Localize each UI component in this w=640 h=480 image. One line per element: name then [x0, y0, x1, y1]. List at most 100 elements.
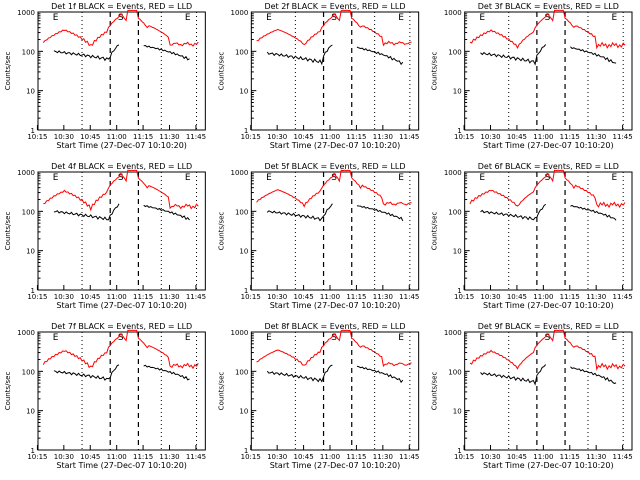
series-line-events	[480, 203, 617, 221]
x-tick-label: 11:30	[586, 133, 606, 141]
marker-label-E: E	[398, 13, 404, 23]
x-tick-label: 10:30	[480, 453, 500, 461]
y-tick-label: 1	[457, 287, 461, 295]
plot-frame	[464, 331, 633, 451]
marker-label-E: E	[185, 333, 191, 343]
series-line-events	[266, 44, 404, 66]
x-tick-label: 10:15	[27, 133, 47, 141]
x-tick-label: 11:15	[346, 133, 366, 141]
x-axis-label: Start Time (27-Dec-07 10:10:20)	[56, 461, 187, 470]
plot-frame	[250, 171, 420, 291]
series-line-lld	[256, 9, 412, 47]
plot-frame	[37, 11, 206, 131]
marker-label-E: E	[53, 173, 59, 183]
y-tick-label: 1000	[231, 9, 249, 17]
x-tick-label: 11:00	[107, 453, 127, 461]
panel-title: Det 7f BLACK = Events, RED = LLD	[51, 322, 192, 331]
plot-frame	[464, 171, 633, 291]
y-tick-label: 1	[31, 447, 35, 455]
x-axis-label: Start Time (27-Dec-07 10:10:20)	[56, 301, 187, 310]
panel-title: Det 8f BLACK = Events, RED = LLD	[264, 322, 405, 331]
x-tick-label: 10:45	[80, 293, 100, 301]
panel-3: Det 3f BLACK = Events, RED = LLD Start Ti…	[431, 2, 633, 150]
x-tick-label: 10:45	[507, 133, 527, 141]
panel-1: Det 1f BLACK = Events, RED = LLD Start Ti…	[4, 2, 206, 150]
series-line-events	[53, 364, 190, 381]
x-tick-label: 11:15	[560, 453, 580, 461]
x-tick-label: 10:15	[454, 133, 474, 141]
y-tick-label: 10	[453, 248, 462, 256]
y-axis-label: Counts/sec	[217, 52, 225, 91]
y-tick-label: 1	[457, 447, 461, 455]
series-line-lld	[43, 169, 199, 212]
series-line-lld	[42, 329, 199, 370]
marker-label-E: E	[185, 173, 191, 183]
y-tick-label: 1	[244, 447, 248, 455]
x-tick-label: 10:15	[241, 293, 261, 301]
panel-title: Det 2f BLACK = Events, RED = LLD	[264, 2, 405, 11]
marker-label-E: E	[398, 173, 404, 183]
x-tick-label: 10:45	[293, 453, 313, 461]
y-tick-label: 10	[26, 88, 35, 96]
y-axis-label: Counts/sec	[431, 212, 439, 251]
marker-label-E: E	[266, 173, 272, 183]
x-axis-label: Start Time (27-Dec-07 10:10:20)	[270, 301, 401, 310]
marker-label-E: E	[398, 333, 404, 343]
y-tick-label: 1	[31, 127, 35, 135]
marker-label-E: E	[612, 333, 618, 343]
marker-label-E: E	[479, 13, 485, 23]
marker-label-E: E	[612, 173, 618, 183]
panel-7: Det 7f BLACK = Events, RED = LLD Start Ti…	[4, 322, 206, 470]
y-axis-label: Counts/sec	[4, 372, 12, 411]
x-tick-label: 11:00	[533, 133, 553, 141]
y-tick-label: 100	[22, 368, 35, 376]
series-line-events	[53, 203, 190, 221]
x-tick-label: 11:30	[373, 293, 393, 301]
x-tick-label: 11:00	[320, 293, 340, 301]
y-tick-label: 100	[22, 208, 35, 216]
y-tick-label: 1000	[17, 329, 35, 337]
y-tick-label: 1	[244, 127, 248, 135]
series-line-lld	[469, 329, 626, 371]
y-tick-label: 10	[26, 248, 35, 256]
y-tick-label: 1000	[17, 9, 35, 17]
y-tick-label: 100	[448, 208, 461, 216]
x-tick-label: 11:15	[560, 133, 580, 141]
plot-frame	[250, 11, 420, 131]
y-tick-label: 100	[448, 48, 461, 56]
x-tick-label: 11:15	[346, 453, 366, 461]
y-tick-label: 10	[26, 408, 35, 416]
x-tick-label: 11:45	[399, 133, 419, 141]
x-tick-label: 10:45	[80, 453, 100, 461]
x-tick-label: 11:00	[533, 453, 553, 461]
marker-label-S: S	[331, 173, 337, 183]
x-tick-label: 11:00	[320, 133, 340, 141]
panel-9: Det 9f BLACK = Events, RED = LLD Start Ti…	[431, 322, 633, 470]
x-tick-label: 10:30	[480, 293, 500, 301]
x-axis-label: Start Time (27-Dec-07 10:10:20)	[483, 301, 614, 310]
x-tick-label: 11:45	[186, 133, 206, 141]
x-tick-label: 10:30	[480, 133, 500, 141]
marker-label-E: E	[266, 333, 272, 343]
series-line-events	[480, 364, 617, 386]
y-tick-label: 1000	[231, 169, 249, 177]
x-tick-label: 11:45	[399, 453, 419, 461]
marker-label-S: S	[331, 333, 337, 343]
x-axis-label: Start Time (27-Dec-07 10:10:20)	[483, 461, 614, 470]
x-tick-label: 11:15	[346, 293, 366, 301]
marker-label-S: S	[545, 13, 551, 23]
series-line-events	[480, 44, 617, 66]
x-tick-label: 11:15	[133, 453, 153, 461]
x-tick-label: 10:45	[507, 293, 527, 301]
panel-title: Det 5f BLACK = Events, RED = LLD	[264, 162, 405, 171]
x-tick-label: 10:45	[80, 133, 100, 141]
y-axis-label: Counts/sec	[431, 52, 439, 91]
panel-title: Det 4f BLACK = Events, RED = LLD	[51, 162, 192, 171]
y-axis-label: Counts/sec	[431, 372, 439, 411]
marker-label-E: E	[612, 13, 618, 23]
series-line-lld	[42, 9, 199, 47]
x-tick-label: 11:45	[613, 133, 633, 141]
marker-label-E: E	[479, 173, 485, 183]
y-axis-label: Counts/sec	[4, 52, 12, 91]
